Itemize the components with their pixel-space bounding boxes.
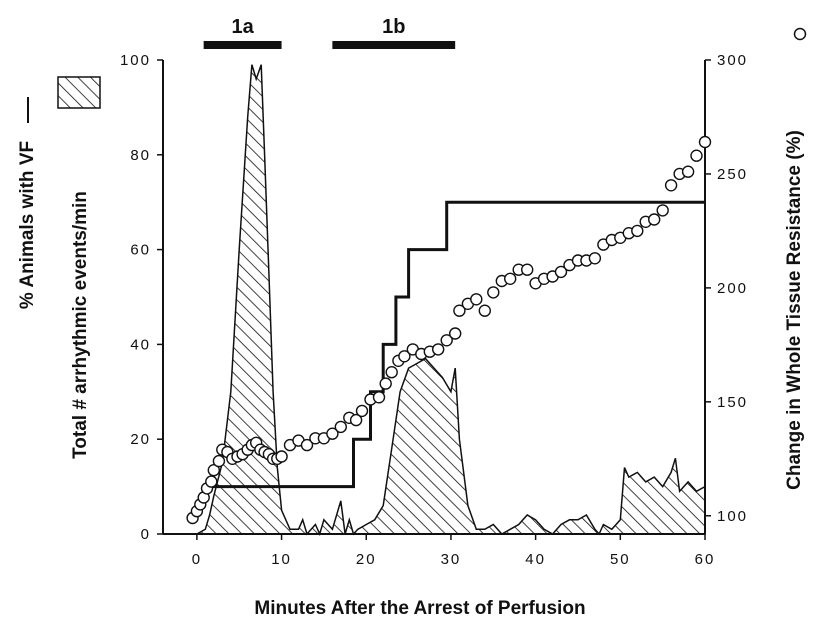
resistance-point <box>334 420 347 434</box>
resistance-point <box>207 464 221 477</box>
y-right-tick-label: 150 <box>717 394 748 411</box>
resistance-point <box>648 213 661 226</box>
resistance-point <box>372 391 386 404</box>
y-left-tick-label: 60 <box>130 242 151 259</box>
resistance-point <box>440 334 453 347</box>
resistance-point <box>355 404 369 418</box>
x-tick-label: 10 <box>271 551 292 568</box>
x-tick-label: 30 <box>441 551 462 568</box>
resistance-legend-marker <box>793 27 807 41</box>
resistance-point <box>664 179 678 192</box>
resistance-point <box>212 454 226 468</box>
resistance-point <box>398 350 411 363</box>
y-left-tick-label: 100 <box>120 52 151 69</box>
resistance-point <box>521 263 534 276</box>
resistance-point <box>432 343 445 356</box>
period-bars: 1a 1b <box>203 16 456 49</box>
y-left-title-1: % Animals with VF <box>17 141 38 309</box>
resistance-point <box>385 366 398 379</box>
resistance-point <box>275 450 288 463</box>
y-right-tick-label: 250 <box>717 166 748 183</box>
resistance-point <box>453 304 466 317</box>
resistance-point <box>349 413 363 427</box>
resistance-point <box>205 475 218 488</box>
resistance-point <box>554 265 568 279</box>
period-bar <box>332 41 456 49</box>
period-bar <box>203 41 282 49</box>
resistance-point <box>504 272 517 285</box>
y-right-tick-label: 100 <box>717 508 748 525</box>
y-left-ticks: 0 20 40 60 80 100 <box>120 52 163 543</box>
resistance-point <box>681 165 695 178</box>
resistance-point <box>656 204 669 217</box>
resistance-point <box>449 327 462 340</box>
resistance-point <box>326 427 339 440</box>
y-right-title: Change in Whole Tissue Resistance (%) <box>784 130 805 490</box>
y-right-tick-label: 300 <box>717 52 748 69</box>
resistance-point <box>379 377 392 390</box>
y-left-tick-label: 20 <box>130 431 151 448</box>
resistance-point <box>698 135 712 149</box>
vf-step-line <box>205 200 705 489</box>
x-tick-label: 50 <box>610 551 631 568</box>
period-label: 1a <box>231 16 254 38</box>
resistance-point <box>690 149 703 162</box>
y-right-ticks: 100 150 200 250 300 <box>705 52 748 525</box>
y-left-tick-label: 40 <box>130 336 151 353</box>
x-tick-label: 40 <box>525 551 546 568</box>
vf-percent-line <box>205 200 705 489</box>
y-left-tick-label: 80 <box>130 147 151 164</box>
resistance-point <box>470 293 483 306</box>
hatch-legend-box <box>57 76 101 109</box>
y-right-tick-label: 200 <box>717 280 748 297</box>
resistance-point <box>631 224 644 238</box>
x-ticks: 0 10 20 30 40 50 60 <box>192 534 716 568</box>
x-tick-label: 60 <box>695 551 716 568</box>
resistance-point <box>478 304 491 317</box>
resistance-point <box>487 286 500 299</box>
resistance-point <box>300 438 314 452</box>
x-axis-title: Minutes After the Arrest of Perfusion <box>254 598 585 619</box>
x-tick-label: 0 <box>192 551 202 568</box>
resistance-point <box>588 252 602 265</box>
resistance-points <box>186 135 712 525</box>
period-label: 1b <box>382 16 405 38</box>
x-tick-label: 20 <box>356 551 377 568</box>
y-left-title-2: Total # arrhythmic events/min <box>70 191 91 459</box>
y-left-tick-label: 0 <box>141 526 151 543</box>
